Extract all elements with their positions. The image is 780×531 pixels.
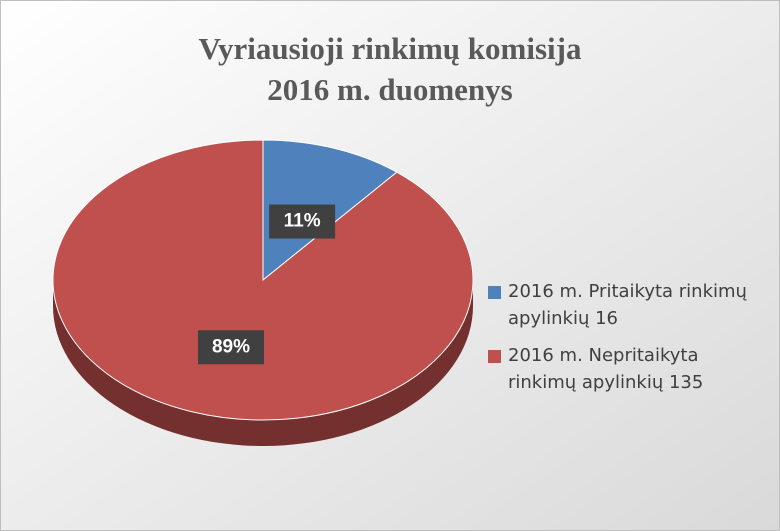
data-label-box <box>197 330 264 365</box>
data-label-box <box>269 204 336 239</box>
chart-title: Vyriausioji rinkimų komisija <box>199 31 582 66</box>
legend-label: 2016 m. Nepritaikyta rinkimų apylinkių 1… <box>508 345 704 393</box>
legend-item: 2016 m. Nepritaikyta rinkimų apylinkių 1… <box>488 342 758 396</box>
data-label: 89% <box>212 336 250 357</box>
legend-swatch <box>488 350 501 363</box>
legend: 2016 m. Pritaikyta rinkimų apylinkių 16 2… <box>488 278 758 406</box>
data-label: 11% <box>284 211 321 232</box>
chart-title: 2016 m. duomenys <box>267 72 512 107</box>
pie-side <box>53 280 473 446</box>
legend-label: 2016 m. Pritaikyta rinkimų apylinkių 16 <box>508 281 747 329</box>
pie: 11% 89% <box>52 139 474 446</box>
legend-swatch <box>488 286 501 299</box>
pie-slice <box>52 139 474 421</box>
legend-item: 2016 m. Pritaikyta rinkimų apylinkių 16 <box>488 278 758 332</box>
